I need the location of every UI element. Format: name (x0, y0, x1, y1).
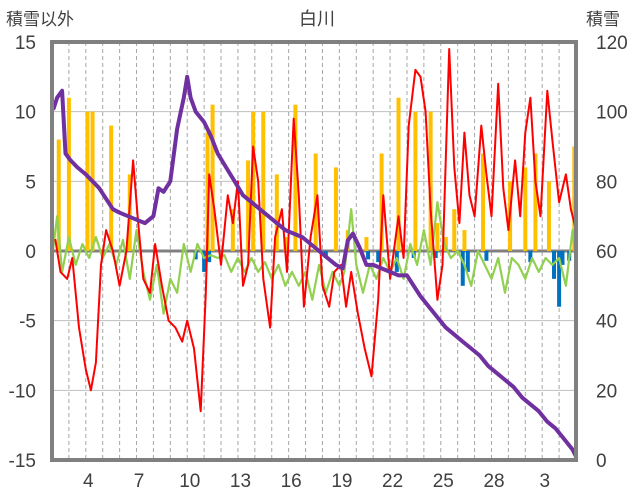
left-axis-title: 積雪以外 (6, 10, 74, 30)
precip-bar (428, 111, 433, 252)
left-tick-label: -15 (9, 451, 36, 472)
precip-bar (379, 153, 384, 251)
precip-bar (210, 104, 215, 251)
right-tick-label: 40 (596, 312, 617, 333)
precip-bar (230, 209, 235, 251)
x-tick-label: 3 (539, 471, 550, 492)
left-tick-label: 15 (15, 33, 36, 54)
series-lines (50, 48, 578, 459)
left-tick-label: 0 (25, 242, 36, 263)
change-negative-bar (528, 251, 533, 263)
precip-bar (109, 125, 114, 251)
precip-bar (523, 167, 528, 251)
change-negative-bar (366, 251, 371, 260)
x-tick-label: 19 (331, 471, 352, 492)
precip-bar (452, 209, 457, 251)
precip-bar (246, 160, 251, 251)
right-tick-label: 0 (596, 451, 607, 472)
x-tick-label: 16 (281, 471, 302, 492)
left-tick-labels: 15 10 5 0 -5 -10 -15 (9, 33, 36, 472)
right-tick-label: 60 (596, 242, 617, 263)
precip-bar (85, 111, 90, 252)
precip-bar (443, 237, 448, 251)
precip-bar (251, 111, 256, 252)
precip-bar (56, 139, 61, 251)
change-negative-bar (465, 251, 470, 272)
precip-bar (274, 174, 279, 251)
precip-bar (462, 230, 467, 251)
precip-bar (293, 104, 298, 251)
right-tick-labels: 120 100 80 60 40 20 0 (596, 33, 628, 472)
x-tick-labels: 4 7 10 13 16 19 22 25 28 3 (83, 471, 550, 492)
left-tick-label: -10 (9, 381, 36, 402)
change-negative-bar (202, 251, 207, 272)
precip-bar (396, 97, 401, 251)
right-tick-label: 120 (596, 33, 628, 54)
left-tick-label: 10 (15, 103, 36, 124)
temperature-line (54, 48, 577, 413)
precip-bar (66, 97, 71, 251)
snow-depth-line (51, 74, 578, 459)
left-tick-label: 5 (25, 172, 36, 193)
precip-bar (333, 167, 338, 251)
change-line (50, 201, 578, 315)
precip-bar (364, 237, 369, 251)
precip-bar (481, 153, 486, 251)
change-negative-bar (376, 251, 381, 263)
change-negative-bar (460, 251, 465, 286)
plot-frame (50, 40, 578, 462)
left-tick-label: -5 (19, 312, 36, 333)
change-negative-bar (484, 251, 489, 261)
right-axis-title: 積雪 (586, 10, 620, 30)
precip-bar (533, 153, 538, 251)
change-negative-bar (433, 251, 438, 258)
x-tick-label: 4 (83, 471, 94, 492)
right-tick-label: 100 (596, 103, 628, 124)
x-tick-label: 28 (483, 471, 504, 492)
x-tick-label: 7 (134, 471, 145, 492)
x-tick-label: 25 (433, 471, 454, 492)
change-negative-bar (552, 251, 557, 279)
precip-bar (435, 223, 440, 251)
precip-bar (413, 111, 418, 252)
x-tick-label: 13 (230, 471, 251, 492)
precip-bar (546, 181, 551, 251)
change-negative-bar (557, 251, 562, 307)
chart-title: 白川 (299, 9, 335, 30)
x-tick-label: 22 (382, 471, 403, 492)
right-tick-label: 20 (596, 381, 617, 402)
precip-bar (205, 132, 210, 251)
right-tick-label: 80 (596, 172, 617, 193)
change-negative-bar (560, 251, 565, 265)
x-tick-label: 10 (179, 471, 200, 492)
precip-bar (261, 111, 266, 252)
